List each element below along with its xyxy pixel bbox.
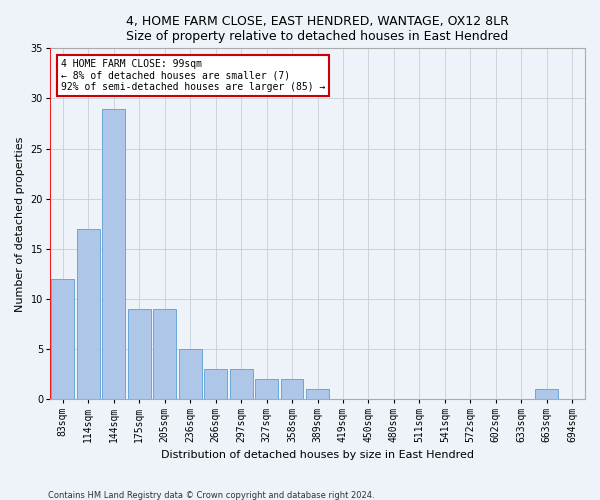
Title: 4, HOME FARM CLOSE, EAST HENDRED, WANTAGE, OX12 8LR
Size of property relative to: 4, HOME FARM CLOSE, EAST HENDRED, WANTAG… xyxy=(126,15,509,43)
Text: Contains HM Land Registry data © Crown copyright and database right 2024.: Contains HM Land Registry data © Crown c… xyxy=(48,490,374,500)
Bar xyxy=(281,380,304,400)
Y-axis label: Number of detached properties: Number of detached properties xyxy=(15,136,25,312)
Bar xyxy=(128,309,151,400)
Bar xyxy=(179,350,202,400)
Bar xyxy=(153,309,176,400)
X-axis label: Distribution of detached houses by size in East Hendred: Distribution of detached houses by size … xyxy=(161,450,474,460)
Bar xyxy=(102,108,125,400)
Bar xyxy=(255,380,278,400)
Bar xyxy=(51,279,74,400)
Bar xyxy=(535,390,558,400)
Bar xyxy=(306,390,329,400)
Bar xyxy=(230,370,253,400)
Text: 4 HOME FARM CLOSE: 99sqm
← 8% of detached houses are smaller (7)
92% of semi-det: 4 HOME FARM CLOSE: 99sqm ← 8% of detache… xyxy=(61,59,325,92)
Bar xyxy=(204,370,227,400)
Bar xyxy=(77,229,100,400)
